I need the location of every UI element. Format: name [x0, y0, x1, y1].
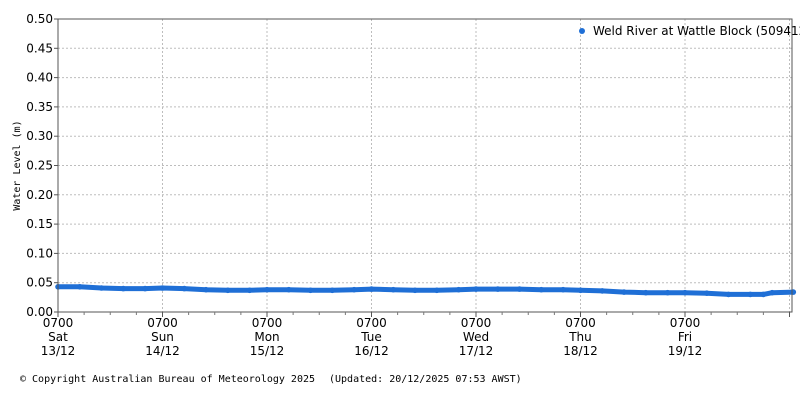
data-point	[181, 285, 188, 292]
x-tick-label: 18/12	[563, 344, 598, 358]
data-point	[577, 287, 584, 294]
data-point	[516, 286, 523, 292]
y-axis-label: Water Level (m)	[12, 120, 23, 210]
data-point	[455, 286, 462, 293]
y-tick-label: 0.35	[26, 100, 53, 114]
data-point	[538, 286, 545, 293]
plot-border	[57, 18, 793, 313]
x-tick-label: 0700	[670, 316, 701, 330]
y-tick-label: 0.25	[26, 159, 53, 173]
data-point	[77, 284, 83, 290]
legend-label: Weld River at Wattle Block (509412)	[593, 24, 800, 38]
data-point	[412, 287, 418, 294]
data-point	[747, 291, 754, 298]
data-point	[286, 286, 292, 293]
chart: 0.00 0.05 0.10 0.15 0.20 0.25 0.30 0.35 0.40 0.45…	[12, 12, 800, 358]
data-point	[725, 291, 732, 298]
data-point	[120, 285, 127, 292]
data-point	[599, 288, 606, 294]
x-tick-label: 0700	[43, 316, 74, 330]
y-tick-label: 0.00	[26, 305, 53, 319]
x-tick-label: 0700	[461, 316, 492, 330]
y-tick-label: 0.50	[26, 12, 53, 26]
data-point	[203, 286, 209, 293]
data-point	[159, 285, 166, 291]
data-point	[307, 287, 314, 294]
y-tick-label: 0.45	[26, 41, 53, 55]
data-point	[142, 285, 148, 292]
x-axis: 0700Sat13/120700Sun14/120700Mon15/120700…	[41, 312, 790, 358]
data-point	[760, 291, 767, 298]
updated-text: (Updated: 20/12/2025 07:53 AWST)	[329, 374, 522, 385]
copyright-text: © Copyright Australian Bureau of Meteoro…	[20, 374, 316, 385]
y-tick-label: 0.10	[26, 246, 53, 260]
x-tick-label: 0700	[252, 316, 283, 330]
data-point	[390, 286, 397, 293]
data-point	[329, 287, 336, 294]
data-point	[643, 289, 649, 296]
x-tick-label: 0700	[356, 316, 387, 330]
y-tick-label: 0.40	[26, 71, 53, 85]
x-tick-label: Sat	[48, 330, 68, 344]
data-point	[98, 285, 105, 291]
data-point	[495, 286, 501, 292]
x-tick-label: 16/12	[354, 344, 389, 358]
data-point	[351, 286, 357, 293]
y-tick-label: 0.20	[26, 188, 53, 202]
data-point	[621, 289, 627, 295]
x-tick-label: Thu	[568, 330, 592, 344]
data-series	[55, 284, 797, 298]
data-point	[368, 286, 375, 292]
x-tick-label: Sun	[151, 330, 174, 344]
x-tick-label: 13/12	[41, 344, 76, 358]
data-point	[434, 287, 440, 294]
x-tick-label: 17/12	[459, 344, 494, 358]
data-point	[790, 289, 797, 295]
y-tick-label: 0.05	[26, 276, 53, 290]
x-tick-label: 0700	[565, 316, 596, 330]
data-point	[704, 290, 710, 297]
x-tick-label: Mon	[254, 330, 279, 344]
data-point	[682, 289, 688, 296]
x-tick-label: Tue	[360, 330, 382, 344]
y-axis: 0.00 0.05 0.10 0.15 0.20 0.25 0.30 0.35 0.40 0.45…	[26, 12, 58, 319]
data-point	[664, 289, 671, 296]
data-point	[560, 286, 566, 293]
data-point	[264, 286, 270, 293]
y-tick-label: 0.30	[26, 129, 53, 143]
x-tick-label: 0700	[147, 316, 178, 330]
data-point	[246, 287, 253, 294]
x-tick-label: 19/12	[668, 344, 703, 358]
x-tick-label: 14/12	[145, 344, 180, 358]
x-tick-label: 15/12	[250, 344, 285, 358]
legend-marker	[579, 28, 585, 34]
legend: Weld River at Wattle Block (509412)	[579, 24, 800, 38]
x-tick-label: Fri	[678, 330, 692, 344]
data-point	[769, 289, 775, 296]
grid	[58, 19, 792, 312]
data-point	[473, 286, 479, 292]
x-tick-label: Wed	[463, 330, 489, 344]
data-point	[225, 287, 231, 294]
y-tick-label: 0.15	[26, 217, 53, 231]
